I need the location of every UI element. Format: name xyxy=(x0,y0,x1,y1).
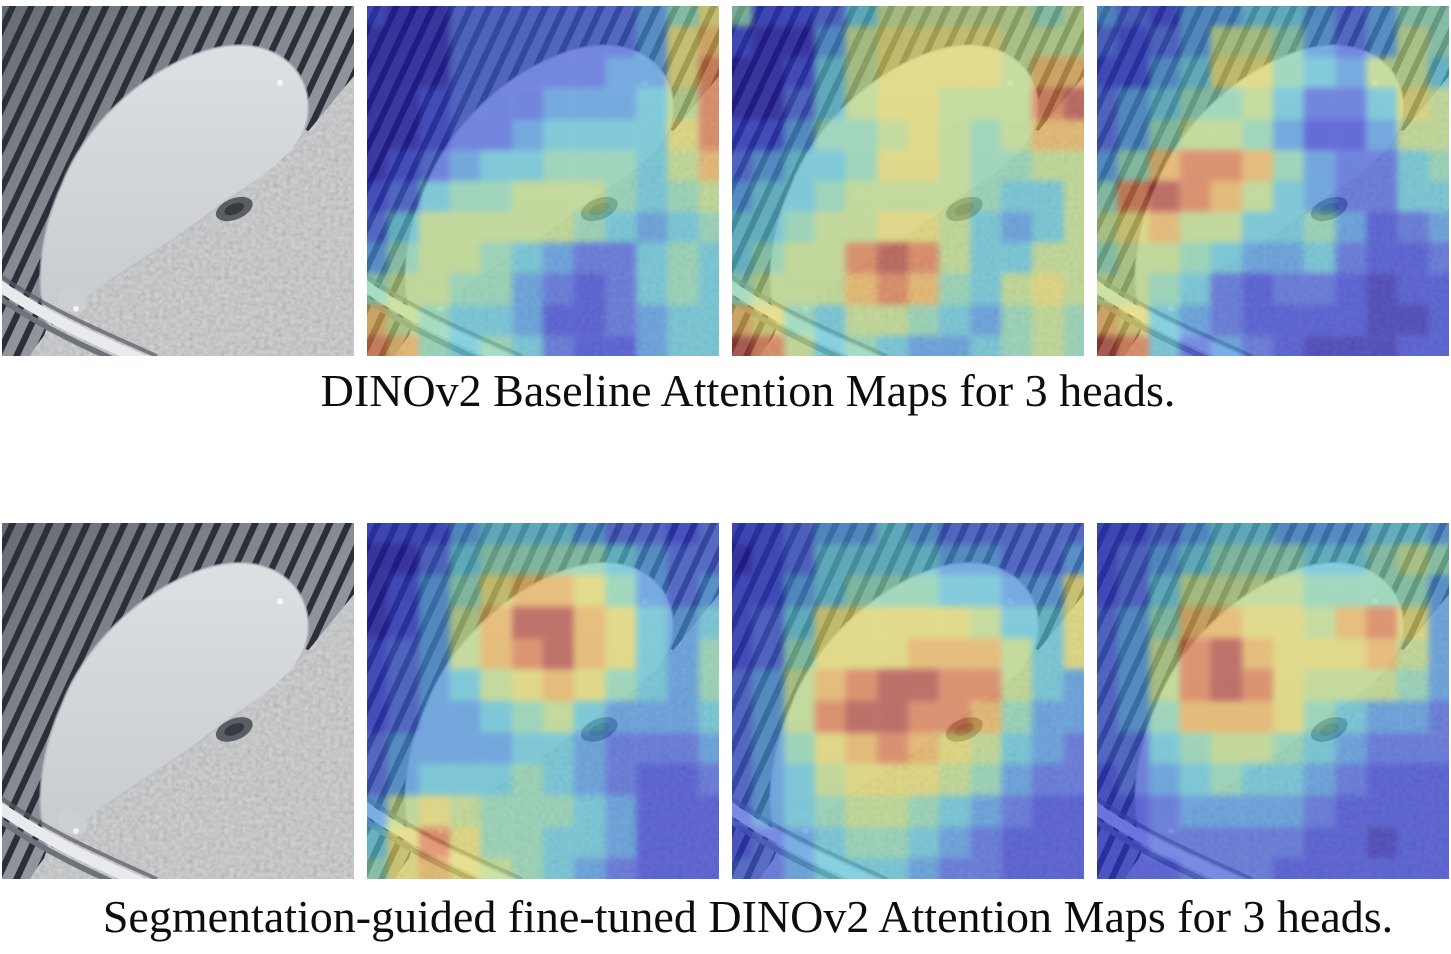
attention-heatmap-overlay xyxy=(732,6,1084,356)
baseline-caption: DINOv2 Baseline Attention Maps for 3 hea… xyxy=(320,365,1176,416)
finetuned-attention-panel-head-3 xyxy=(1097,523,1449,879)
baseline-row xyxy=(2,6,1449,356)
finetuned-attention-panel-head-1 xyxy=(367,523,719,879)
attention-heatmap-overlay xyxy=(732,523,1084,879)
baseline-attention-panel-head-1 xyxy=(367,6,719,356)
finetuned-attention-panel-head-2 xyxy=(732,523,1084,879)
finetuned-caption: Segmentation-guided fine-tuned DINOv2 At… xyxy=(102,891,1394,942)
baseline-input-photo-panel xyxy=(2,6,354,356)
attention-heatmap-overlay xyxy=(367,6,719,356)
cage-mouse-photo xyxy=(2,6,354,356)
finetuned-row xyxy=(2,523,1449,879)
attention-heatmap-overlay xyxy=(1097,6,1449,356)
attention-heatmap-overlay xyxy=(367,523,719,879)
cage-mouse-photo xyxy=(2,523,354,879)
attention-heatmap-overlay xyxy=(1097,523,1449,879)
baseline-attention-panel-head-2 xyxy=(732,6,1084,356)
finetuned-input-photo-panel xyxy=(2,523,354,879)
baseline-attention-panel-head-3 xyxy=(1097,6,1449,356)
